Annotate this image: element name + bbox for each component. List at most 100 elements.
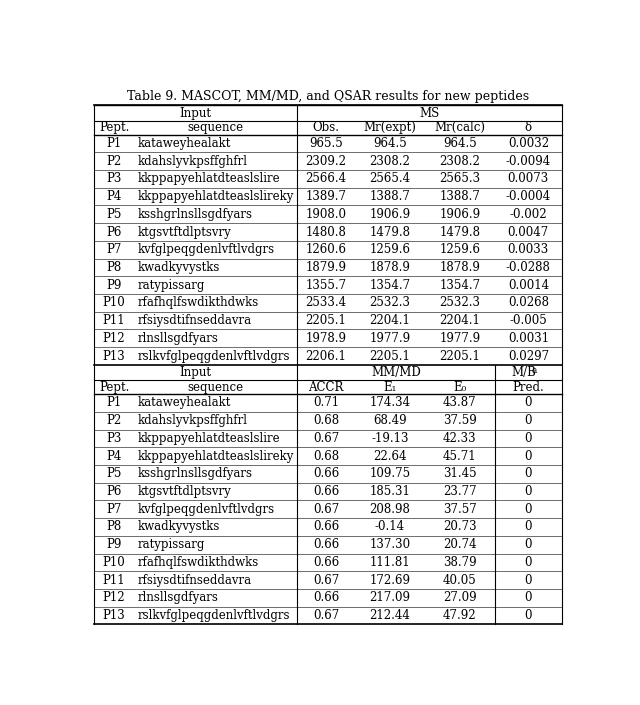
- Text: 0.0047: 0.0047: [508, 226, 549, 238]
- Text: 0.66: 0.66: [313, 591, 339, 604]
- Text: 1977.9: 1977.9: [439, 332, 480, 345]
- Text: 0: 0: [525, 467, 532, 480]
- Text: kvfglpeqgdenlvftlvdgrs: kvfglpeqgdenlvftlvdgrs: [138, 503, 275, 516]
- Text: P3: P3: [106, 432, 122, 445]
- Text: P10: P10: [103, 296, 125, 309]
- Text: 0.67: 0.67: [313, 609, 339, 622]
- Text: -0.002: -0.002: [509, 208, 547, 221]
- Text: P4: P4: [106, 190, 122, 203]
- Text: 42.33: 42.33: [443, 432, 477, 445]
- Text: rfsiysdtifnseddavra: rfsiysdtifnseddavra: [138, 314, 252, 327]
- Text: P13: P13: [103, 609, 125, 622]
- Text: 217.09: 217.09: [369, 591, 410, 604]
- Text: -0.0004: -0.0004: [506, 190, 551, 203]
- Text: 0: 0: [525, 485, 532, 498]
- Text: 2533.4: 2533.4: [305, 296, 347, 309]
- Text: rfsiysdtifnseddavra: rfsiysdtifnseddavra: [138, 574, 252, 587]
- Text: -0.005: -0.005: [509, 314, 547, 327]
- Text: P6: P6: [106, 485, 122, 498]
- Text: 2204.1: 2204.1: [369, 314, 410, 327]
- Text: 22.64: 22.64: [373, 450, 407, 462]
- Text: 0: 0: [525, 432, 532, 445]
- Text: 31.45: 31.45: [443, 467, 477, 480]
- Text: 0: 0: [525, 556, 532, 569]
- Text: 2308.2: 2308.2: [369, 154, 410, 168]
- Text: P8: P8: [106, 520, 122, 534]
- Text: P2: P2: [106, 415, 122, 427]
- Text: Mr(calc): Mr(calc): [435, 121, 485, 134]
- Text: 2565.4: 2565.4: [369, 173, 411, 185]
- Text: 1260.6: 1260.6: [305, 243, 347, 256]
- Text: 47.92: 47.92: [443, 609, 477, 622]
- Text: ksshgrlnsllsgdfyars: ksshgrlnsllsgdfyars: [138, 208, 252, 221]
- Text: 185.31: 185.31: [369, 485, 410, 498]
- Text: P13: P13: [103, 350, 125, 362]
- Text: P4: P4: [106, 450, 122, 462]
- Text: kdahslyvkpsffghfrl: kdahslyvkpsffghfrl: [138, 154, 247, 168]
- Text: 37.57: 37.57: [443, 503, 477, 516]
- Text: P12: P12: [103, 591, 125, 604]
- Text: 20.73: 20.73: [443, 520, 477, 534]
- Text: 1977.9: 1977.9: [369, 332, 411, 345]
- Text: 1879.9: 1879.9: [305, 261, 347, 274]
- Text: MS: MS: [419, 106, 440, 120]
- Text: 0.0014: 0.0014: [508, 278, 549, 292]
- Text: 1388.7: 1388.7: [439, 190, 480, 203]
- Text: P2: P2: [106, 154, 122, 168]
- Text: 1389.7: 1389.7: [305, 190, 347, 203]
- Text: 0.0073: 0.0073: [508, 173, 549, 185]
- Text: rfafhqlfswdikthdwks: rfafhqlfswdikthdwks: [138, 296, 259, 309]
- Text: sequence: sequence: [188, 381, 244, 393]
- Text: ktgsvtftdlptsvry: ktgsvtftdlptsvry: [138, 485, 231, 498]
- Text: P9: P9: [106, 278, 122, 292]
- Text: 0.68: 0.68: [313, 450, 339, 462]
- Text: 40.05: 40.05: [443, 574, 477, 587]
- Text: 0: 0: [525, 574, 532, 587]
- Text: 2205.1: 2205.1: [439, 350, 480, 362]
- Text: 111.81: 111.81: [370, 556, 410, 569]
- Text: 2566.4: 2566.4: [305, 173, 347, 185]
- Text: Obs.: Obs.: [312, 121, 340, 134]
- Text: 137.30: 137.30: [369, 538, 411, 551]
- Text: 2205.1: 2205.1: [306, 314, 346, 327]
- Text: kwadkyvystks: kwadkyvystks: [138, 520, 220, 534]
- Text: 0.0297: 0.0297: [508, 350, 549, 362]
- Text: 0: 0: [525, 538, 532, 551]
- Text: kvfglpeqgdenlvftlvdgrs: kvfglpeqgdenlvftlvdgrs: [138, 243, 275, 256]
- Text: 1978.9: 1978.9: [305, 332, 347, 345]
- Text: P11: P11: [103, 574, 125, 587]
- Text: kkppapyehlatdteaslslire: kkppapyehlatdteaslslire: [138, 173, 280, 185]
- Text: 38.79: 38.79: [443, 556, 477, 569]
- Text: 2565.3: 2565.3: [439, 173, 480, 185]
- Text: 0: 0: [525, 591, 532, 604]
- Text: 1259.6: 1259.6: [439, 243, 480, 256]
- Text: P10: P10: [103, 556, 125, 569]
- Text: P11: P11: [103, 314, 125, 327]
- Text: P7: P7: [106, 503, 122, 516]
- Text: 965.5: 965.5: [309, 137, 343, 150]
- Text: 2205.1: 2205.1: [369, 350, 410, 362]
- Text: kwadkyvystks: kwadkyvystks: [138, 261, 220, 274]
- Text: Input: Input: [179, 366, 211, 379]
- Text: Input: Input: [179, 106, 211, 120]
- Text: 0: 0: [525, 520, 532, 534]
- Text: 109.75: 109.75: [369, 467, 411, 480]
- Text: 0.68: 0.68: [313, 415, 339, 427]
- Text: 2204.1: 2204.1: [439, 314, 480, 327]
- Text: kkppapyehlatdteaslslire: kkppapyehlatdteaslslire: [138, 432, 280, 445]
- Text: 2309.2: 2309.2: [305, 154, 347, 168]
- Text: 0.67: 0.67: [313, 574, 339, 587]
- Text: 0: 0: [525, 609, 532, 622]
- Text: kataweyhealakt: kataweyhealakt: [138, 137, 231, 150]
- Text: rslkvfglpeqgdenlvftlvdgrs: rslkvfglpeqgdenlvftlvdgrs: [138, 350, 290, 362]
- Text: 0: 0: [525, 396, 532, 410]
- Text: 174.34: 174.34: [369, 396, 411, 410]
- Text: P3: P3: [106, 173, 122, 185]
- Text: 2532.3: 2532.3: [369, 296, 410, 309]
- Text: P9: P9: [106, 538, 122, 551]
- Text: -19.13: -19.13: [371, 432, 409, 445]
- Text: E₁: E₁: [383, 381, 397, 393]
- Text: 23.77: 23.77: [443, 485, 477, 498]
- Text: MM/MD: MM/MD: [371, 366, 420, 379]
- Text: 172.69: 172.69: [369, 574, 410, 587]
